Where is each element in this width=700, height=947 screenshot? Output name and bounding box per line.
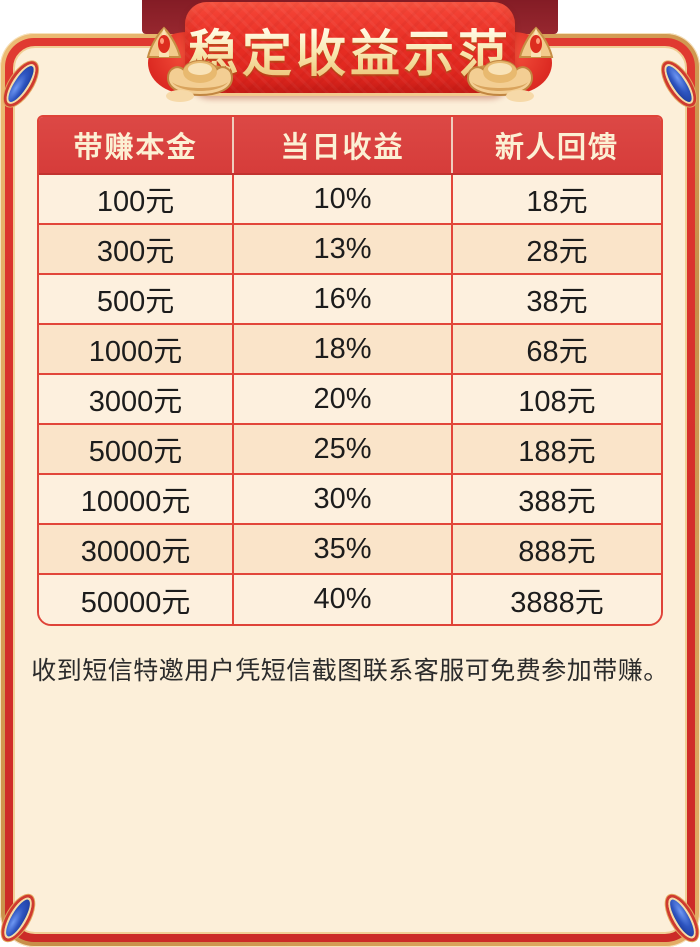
table-cell: 16% [233, 274, 453, 325]
table-cell: 388元 [452, 474, 661, 525]
table-cell: 35% [233, 524, 453, 575]
table-cell: 10% [233, 174, 453, 225]
gold-ingot-icon [134, 22, 238, 106]
table-header-cell: 当日收益 [233, 117, 453, 175]
table-cell: 500元 [39, 274, 235, 325]
table-row: 10000元 30% 388元 [39, 474, 661, 525]
note-text: 收到短信特邀用户凭短信截图联系客服可免费参加带赚。 [31, 657, 669, 685]
gold-ingot-icon [462, 22, 566, 106]
table-cell: 300元 [39, 224, 235, 275]
banner-title: 稳定收益示范 [140, 14, 560, 86]
table-row: 3000元 20% 108元 [39, 374, 661, 425]
table-cell: 28元 [452, 224, 661, 275]
table-cell: 188元 [452, 424, 661, 475]
table-cell: 888元 [452, 524, 661, 575]
table-cell: 13% [233, 224, 453, 275]
table-cell: 25% [233, 424, 453, 475]
table-cell: 100元 [39, 174, 235, 225]
table-row: 5000元 25% 188元 [39, 424, 661, 475]
table-cell: 30000元 [39, 524, 235, 575]
table-cell: 3888元 [452, 574, 661, 624]
table-header-row: 带赚本金 当日收益 新人回馈 [39, 117, 661, 175]
table-cell: 68元 [452, 324, 661, 375]
table-row: 500元 16% 38元 [39, 274, 661, 325]
banner-plaque [185, 2, 515, 96]
table-row: 30000元 35% 888元 [39, 524, 661, 575]
table-row: 300元 13% 28元 [39, 224, 661, 275]
table-header-cell: 带赚本金 [39, 117, 235, 175]
title-banner: 稳定收益示范 [140, 0, 560, 106]
table-cell: 30% [233, 474, 453, 525]
table-cell: 40% [233, 574, 453, 624]
table-row: 1000元 18% 68元 [39, 324, 661, 375]
table-row: 50000元 40% 3888元 [39, 574, 661, 624]
table-cell: 50000元 [39, 574, 235, 624]
table-cell: 1000元 [39, 324, 235, 375]
table-header-cell: 新人回馈 [452, 117, 661, 175]
table-cell: 10000元 [39, 474, 235, 525]
table-cell: 5000元 [39, 424, 235, 475]
table-cell: 18% [233, 324, 453, 375]
table-row: 100元 10% 18元 [39, 174, 661, 225]
table-body: 100元 10% 18元 300元 13% 28元 500元 16% 38元 1000元 18% 68… [39, 174, 661, 624]
table-cell: 38元 [452, 274, 661, 325]
table-cell: 108元 [452, 374, 661, 425]
table-cell: 18元 [452, 174, 661, 225]
table-cell: 3000元 [39, 374, 235, 425]
table-cell: 20% [233, 374, 453, 425]
earnings-table: 带赚本金 当日收益 新人回馈 100元 10% 18元 300元 13% 28元 500元 16%… [37, 115, 663, 626]
